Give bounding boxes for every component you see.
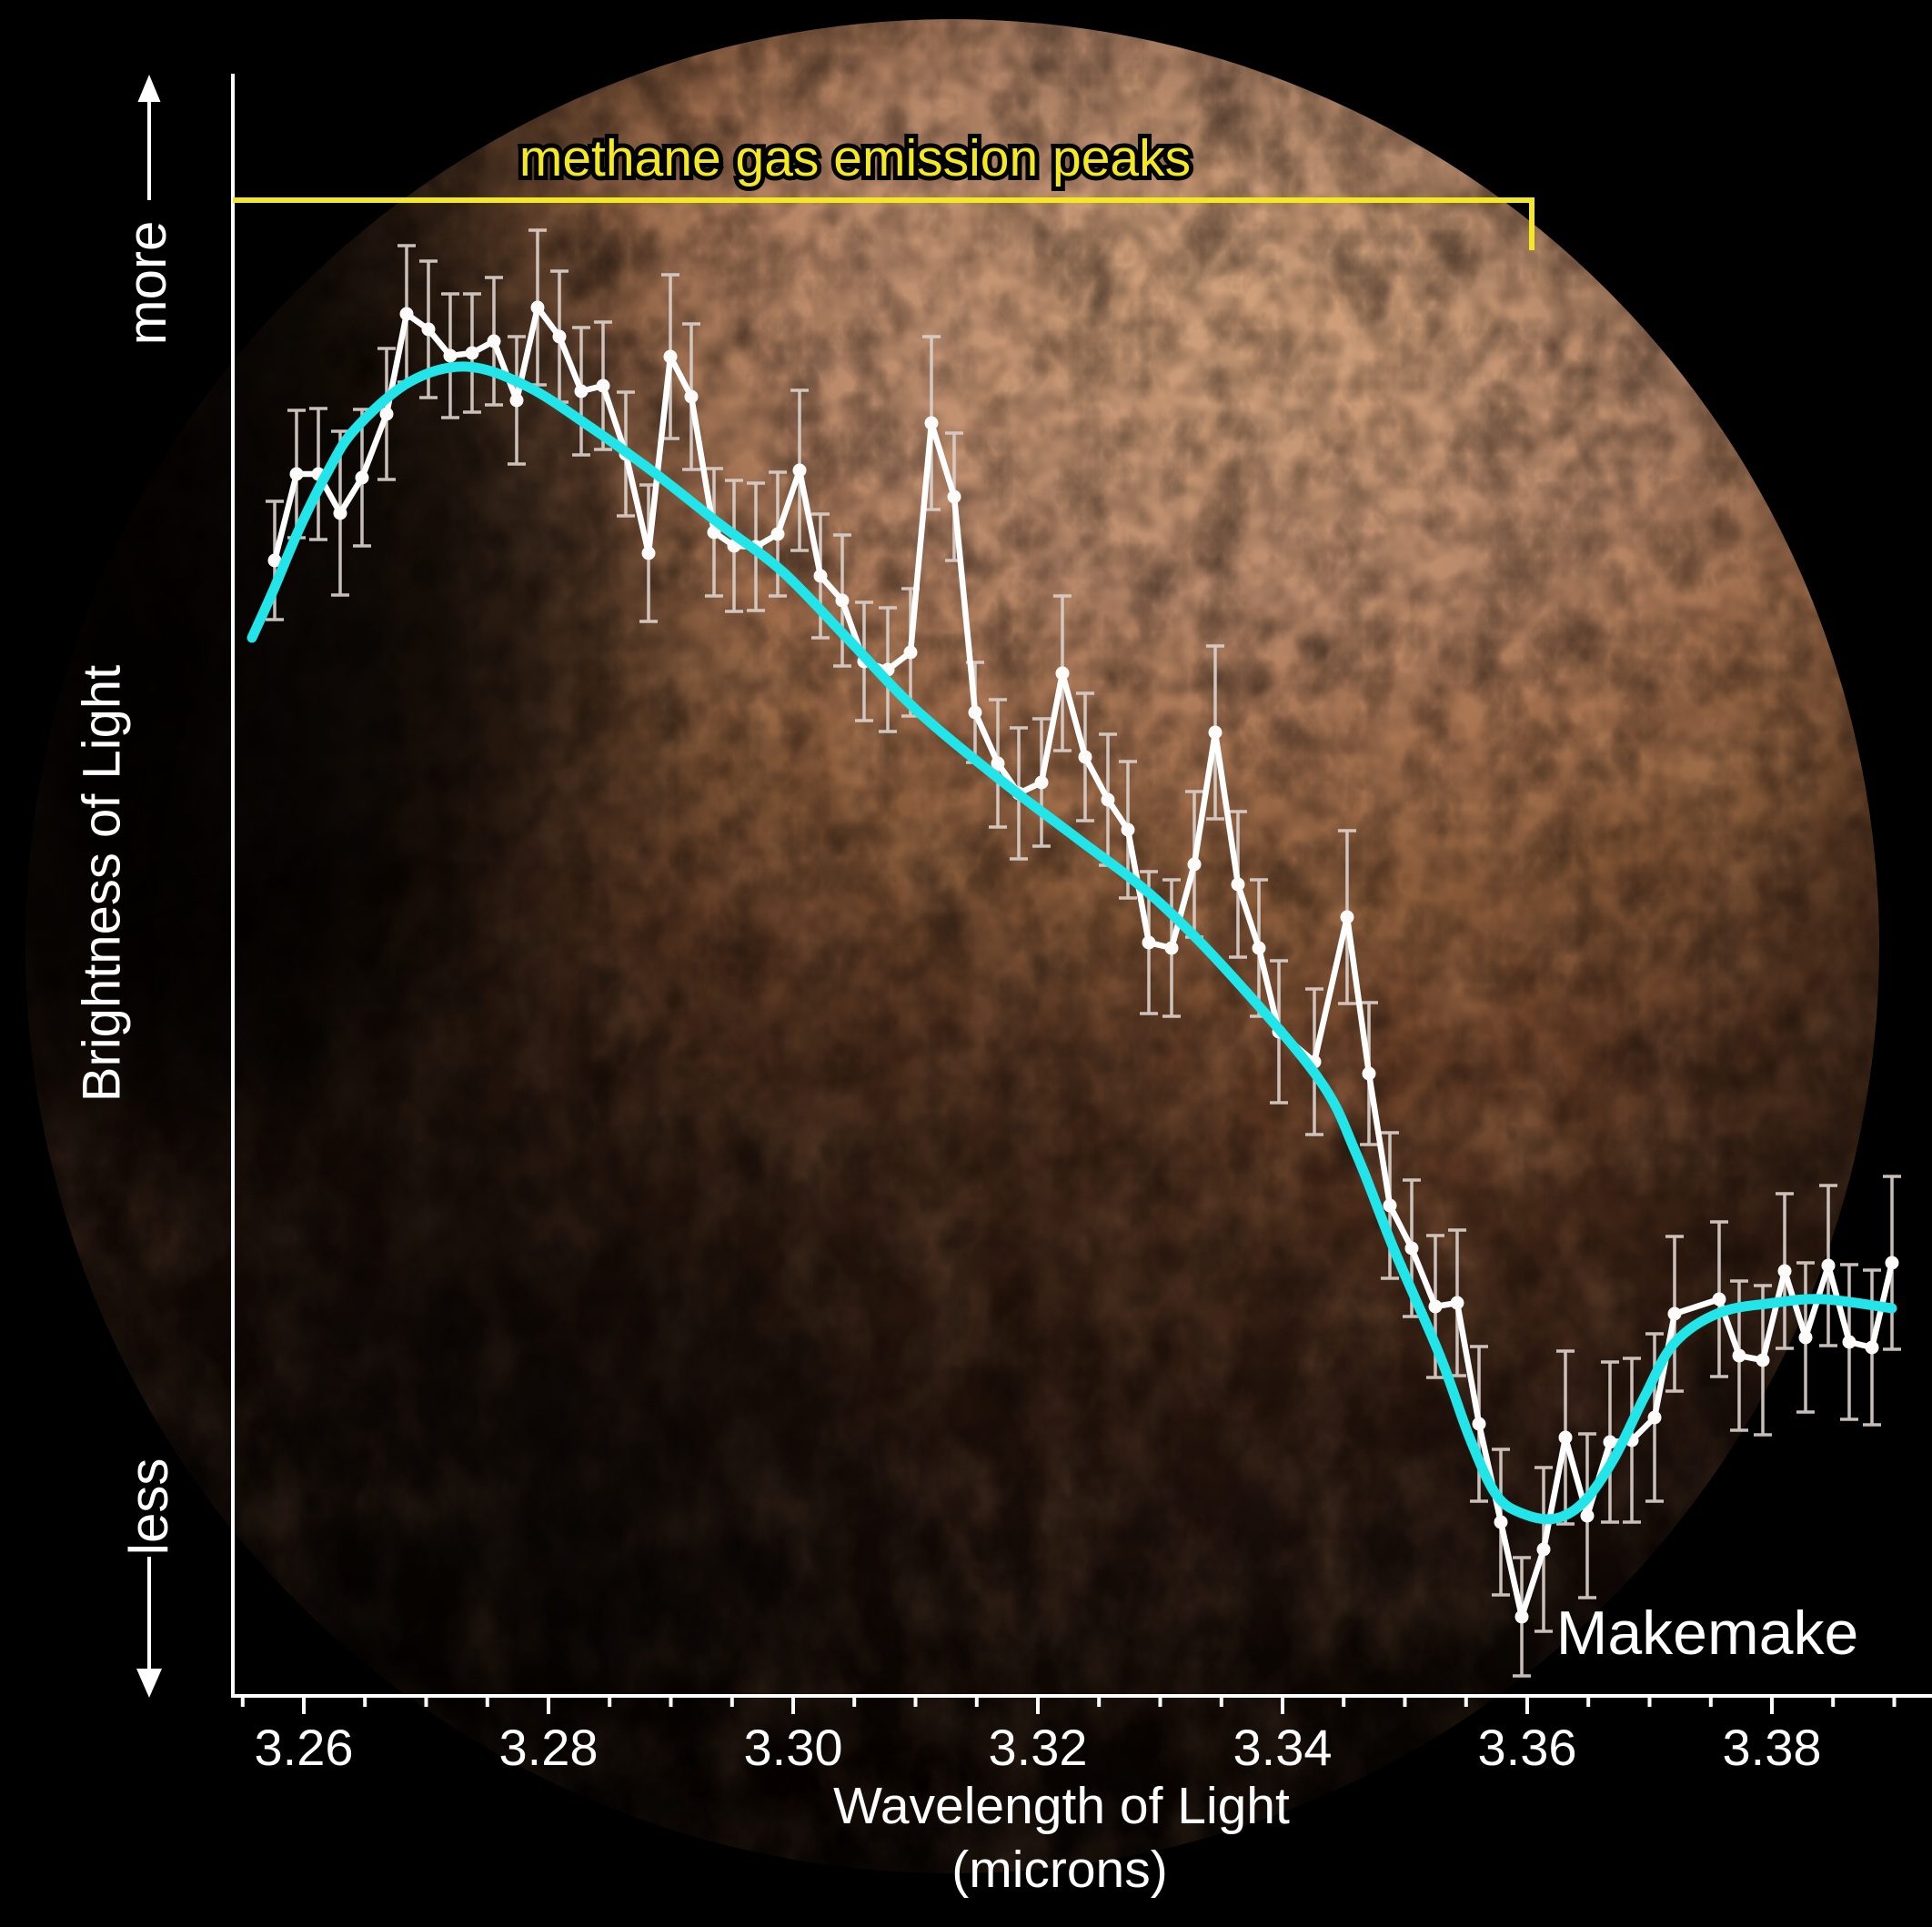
svg-text:Brightness of Light: Brightness of Light xyxy=(72,665,131,1102)
svg-text:Wavelength of Light: Wavelength of Light xyxy=(833,1777,1290,1835)
svg-text:more: more xyxy=(116,221,177,346)
svg-text:less: less xyxy=(118,1458,179,1556)
svg-text:3.38: 3.38 xyxy=(1723,1719,1822,1776)
svg-text:3.32: 3.32 xyxy=(989,1719,1088,1776)
svg-text:(microns): (microns) xyxy=(951,1841,1168,1899)
svg-text:methane gas emission peaks: methane gas emission peaks xyxy=(519,129,1191,187)
svg-text:3.30: 3.30 xyxy=(744,1719,843,1776)
svg-text:3.28: 3.28 xyxy=(499,1719,599,1776)
svg-text:3.34: 3.34 xyxy=(1233,1719,1333,1776)
svg-text:Makemake: Makemake xyxy=(1556,1599,1859,1668)
svg-text:3.26: 3.26 xyxy=(255,1719,354,1776)
svg-text:3.36: 3.36 xyxy=(1478,1719,1577,1776)
